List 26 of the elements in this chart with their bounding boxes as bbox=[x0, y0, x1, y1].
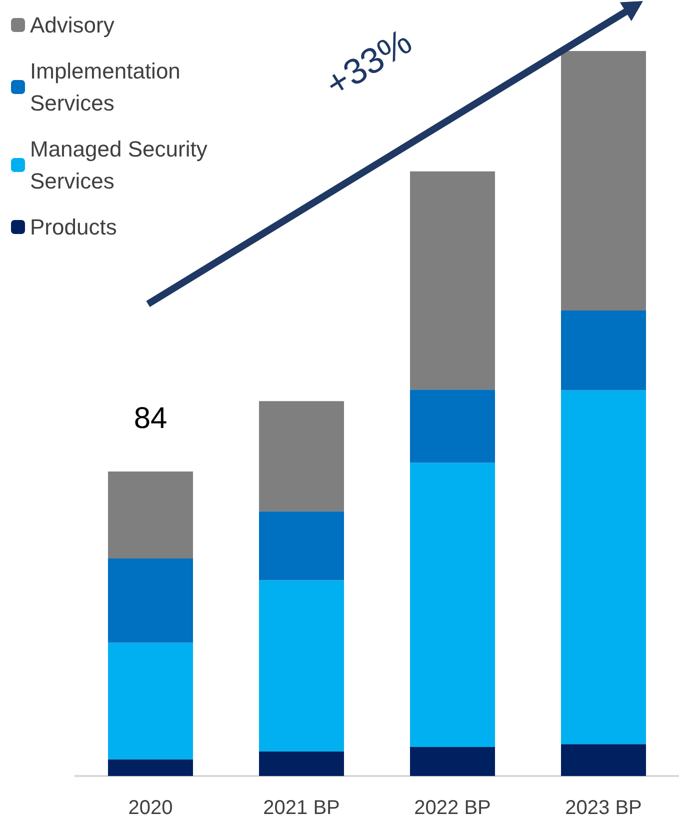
bar bbox=[259, 580, 344, 752]
bar bbox=[410, 171, 495, 390]
legend-label: Implementation Services bbox=[30, 58, 187, 116]
annotation: 84 bbox=[134, 402, 168, 435]
bar bbox=[259, 751, 344, 776]
bar bbox=[108, 642, 193, 760]
bar bbox=[259, 401, 344, 512]
x-tick-label: 2023 BP bbox=[565, 797, 642, 819]
x-tick-label: 2021 BP bbox=[263, 797, 340, 819]
x-tick-label: 2022 BP bbox=[414, 797, 491, 819]
bar bbox=[410, 462, 495, 747]
bar bbox=[410, 390, 495, 463]
bar bbox=[108, 558, 193, 643]
x-tick-label: 2020 bbox=[128, 797, 173, 819]
legend-label: Advisory bbox=[30, 12, 114, 38]
annotation: +33% bbox=[318, 20, 420, 106]
bar bbox=[108, 759, 193, 776]
legend-label: Products bbox=[30, 214, 117, 240]
bar bbox=[561, 310, 646, 390]
legend-label: Managed Security Services bbox=[30, 136, 214, 194]
bar bbox=[561, 51, 646, 311]
bar bbox=[410, 747, 495, 776]
bar bbox=[259, 511, 344, 580]
bar bbox=[561, 390, 646, 744]
bar bbox=[108, 472, 193, 558]
bar bbox=[561, 744, 646, 776]
